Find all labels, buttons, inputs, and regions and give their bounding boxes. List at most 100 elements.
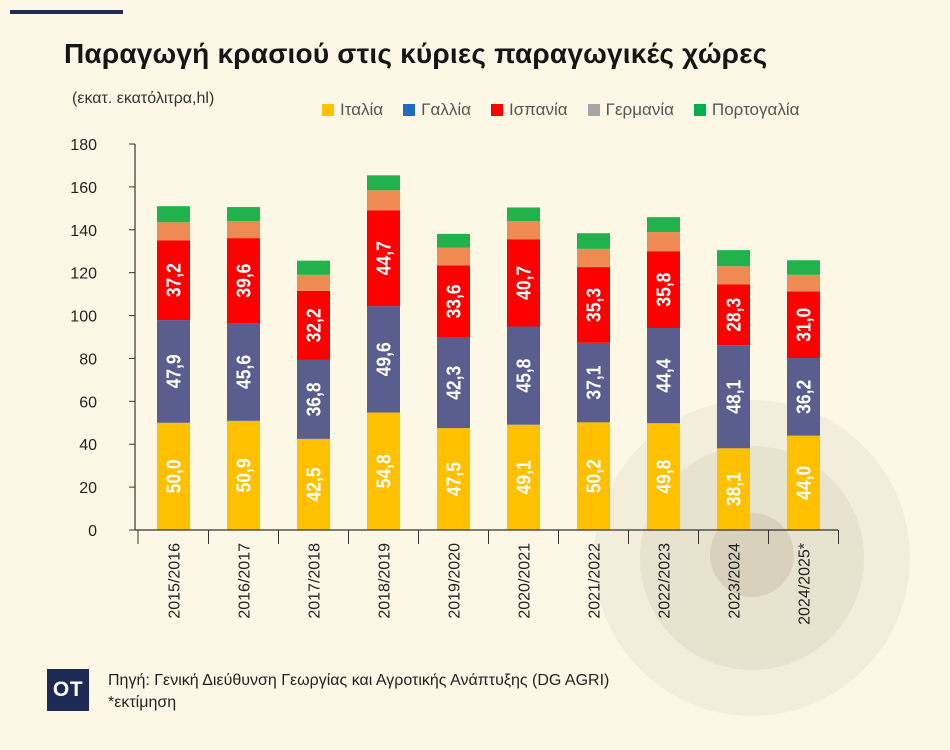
unit-label: (εκατ. εκατόλιτρα,hl)	[72, 90, 215, 107]
x-category-label: 2017/2018	[307, 543, 324, 619]
source-text: Πηγή: Γενική Διεύθυνση Γεωργίας και Αγρο…	[108, 672, 610, 689]
legend-swatch-spain	[490, 104, 503, 116]
bar-segment-france	[297, 359, 330, 439]
bar-segment-spain	[157, 240, 190, 321]
bar-segment-france	[437, 337, 470, 429]
bar-segment-germany	[717, 266, 750, 285]
bar-segment-portugal	[577, 233, 610, 249]
bar-value-label: 36,8	[304, 382, 326, 416]
legend: Ιταλία Γαλλία Ισπανία Γερμανία Πορτογαλί…	[322, 100, 799, 120]
bar-value-label: 42,5	[304, 467, 326, 501]
bar-value-label: 35,8	[654, 273, 676, 307]
bar-value-label: 44,0	[794, 466, 816, 500]
legend-item-spain: Ισπανία	[490, 100, 568, 120]
bar-segment-spain	[507, 239, 540, 327]
y-tick-label: 100	[70, 309, 97, 326]
legend-item-italy: Ιταλία	[322, 100, 383, 120]
y-tick-label: 20	[79, 480, 97, 497]
bar-segment-portugal	[507, 207, 540, 222]
bar-segment-france	[647, 327, 680, 424]
bar-segment-spain	[787, 291, 820, 359]
bar-segment-germany	[297, 274, 330, 291]
legend-item-portugal: Πορτογαλία	[693, 100, 800, 120]
x-category-label: 2021/2022	[587, 543, 604, 619]
bar-segment-france	[227, 323, 260, 421]
bar-segment-italy	[297, 438, 330, 530]
bar-value-label: 42,3	[444, 366, 466, 400]
bar-segment-spain	[577, 267, 610, 343]
bar-value-label: 47,9	[164, 354, 186, 388]
bar-segment-france	[577, 342, 610, 423]
bar-segment-spain	[647, 251, 680, 328]
legend-item-france: Γαλλία	[403, 100, 471, 120]
bar-value-label: 40,7	[514, 266, 536, 300]
legend-label-france: Γαλλία	[421, 100, 471, 119]
bar-value-label: 49,6	[374, 342, 396, 376]
bar-segment-germany	[787, 274, 820, 292]
bar-value-label: 36,2	[794, 380, 816, 414]
bar-segment-italy	[787, 435, 820, 530]
y-tick-label: 180	[70, 137, 97, 154]
bar-segment-spain	[297, 290, 330, 360]
bar-segment-italy	[157, 422, 190, 530]
bar-value-label: 38,1	[724, 472, 746, 506]
bar-segment-spain	[717, 284, 750, 346]
bar-value-label: 54,8	[374, 454, 396, 488]
estimate-note: *εκτίμηση	[108, 694, 177, 711]
bar-value-label: 50,9	[234, 458, 256, 492]
bar-segment-germany	[647, 232, 680, 252]
x-category-label: 2016/2017	[237, 543, 254, 619]
x-category-label: 2022/2023	[657, 543, 674, 619]
bar-value-label: 44,4	[654, 358, 676, 393]
x-category-label: 2020/2021	[517, 543, 534, 619]
bar-segment-portugal	[227, 207, 260, 221]
bar-segment-portugal	[787, 260, 820, 275]
y-tick-label: 160	[70, 180, 97, 197]
bar-value-label: 44,7	[374, 241, 396, 275]
bar-segment-italy	[717, 448, 750, 530]
y-tick-label: 140	[70, 223, 97, 240]
legend-item-germany: Γερμανία	[587, 100, 674, 120]
y-tick-label: 80	[79, 351, 97, 368]
chart-title: Παραγωγή κρασιού στις κύριες παραγωγικές…	[64, 38, 768, 69]
legend-label-portugal: Πορτογαλία	[711, 100, 800, 119]
bar-segment-germany	[507, 221, 540, 240]
bar-segment-portugal	[367, 175, 400, 191]
legend-label-germany: Γερμανία	[605, 100, 674, 119]
bar-value-label: 31,0	[794, 308, 816, 342]
x-category-label: 2018/2019	[377, 543, 394, 619]
bar-value-label: 37,2	[164, 263, 186, 297]
bar-segment-spain	[227, 238, 260, 324]
y-tick-label: 40	[79, 437, 97, 454]
bar-segment-france	[367, 306, 400, 413]
bar-segment-italy	[367, 412, 400, 530]
x-category-label: 2019/2020	[447, 543, 464, 619]
bar-segment-france	[157, 320, 190, 423]
bar-segment-portugal	[297, 260, 330, 275]
bar-segment-italy	[227, 420, 260, 530]
bar-value-label: 37,1	[584, 366, 606, 400]
bar-segment-germany	[227, 220, 260, 239]
legend-swatch-germany	[587, 104, 600, 116]
ot-logo: OT	[47, 669, 89, 711]
bar-value-label: 47,5	[444, 462, 466, 496]
y-tick-label: 60	[79, 394, 97, 411]
bar-segment-italy	[647, 423, 680, 530]
legend-label-spain: Ισπανία	[508, 100, 568, 119]
x-category-label: 2015/2016	[167, 543, 184, 619]
bar-value-label: 49,8	[654, 460, 676, 494]
legend-label-italy: Ιταλία	[340, 100, 384, 119]
bar-segment-portugal	[717, 250, 750, 267]
bar-segment-france	[717, 345, 750, 449]
bar-segment-germany	[367, 190, 400, 211]
bar-segment-france	[787, 358, 820, 436]
bar-value-label: 50,2	[584, 459, 606, 493]
bar-segment-spain	[367, 210, 400, 307]
bar-segment-italy	[577, 422, 610, 530]
bar-value-label: 39,6	[234, 264, 256, 298]
bar-segment-germany	[157, 222, 190, 241]
bar-value-label: 32,2	[304, 308, 326, 342]
legend-swatch-france	[403, 104, 416, 116]
bar-value-label: 45,6	[234, 355, 256, 389]
